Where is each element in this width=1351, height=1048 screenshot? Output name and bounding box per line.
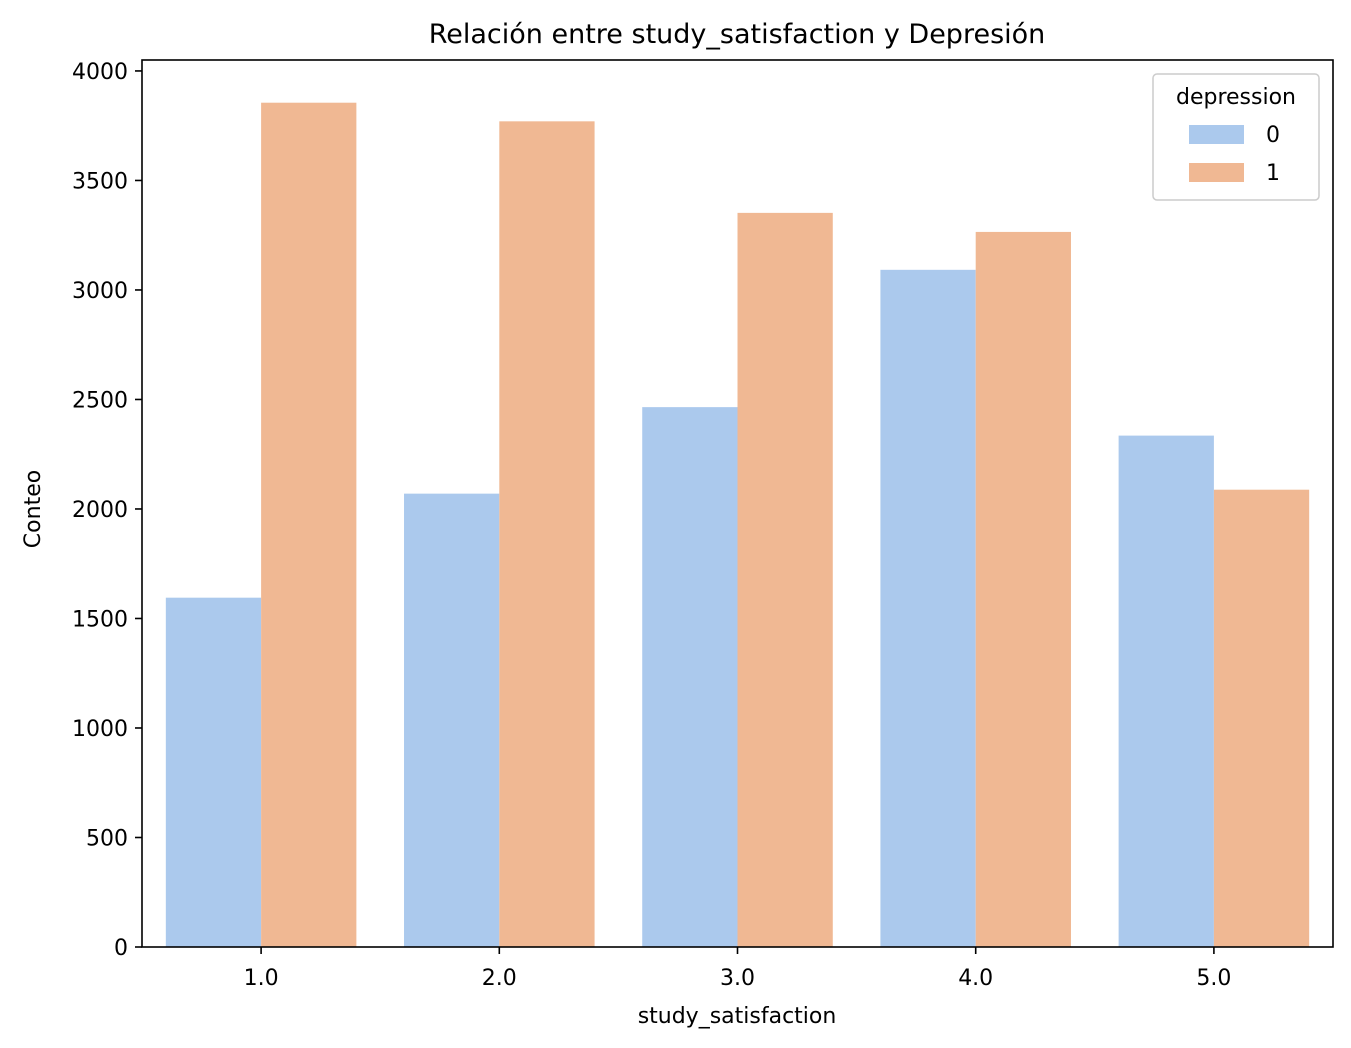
- y-tick-label: 1000: [72, 717, 128, 742]
- bar-2.0-depression-0: [404, 493, 500, 947]
- legend-title: depression: [1176, 85, 1296, 110]
- x-tick-label: 5.0: [1196, 966, 1231, 991]
- y-tick-label: 3500: [72, 169, 128, 194]
- legend: depression 01: [1152, 73, 1320, 201]
- y-axis-label: Conteo: [21, 470, 46, 548]
- legend-swatch-1: [1189, 163, 1244, 182]
- bar-5.0-depression-1: [1213, 489, 1310, 947]
- legend-items: 01: [1189, 123, 1280, 186]
- bar-4.0-depression-0: [880, 269, 976, 947]
- y-tick-label: 500: [86, 826, 128, 851]
- x-tick-label: 1.0: [244, 966, 279, 991]
- x-tick-label: 4.0: [958, 966, 993, 991]
- x-tick-label: 2.0: [482, 966, 517, 991]
- y-tick-label: 3000: [72, 279, 128, 304]
- y-tick-label: 1500: [72, 607, 128, 632]
- y-tick-label: 0: [114, 936, 128, 961]
- legend-swatch-0: [1189, 125, 1244, 144]
- legend-label-0: 0: [1266, 123, 1280, 148]
- bar-3.0-depression-0: [642, 407, 738, 947]
- x-tick-label: 3.0: [720, 966, 755, 991]
- bar-4.0-depression-1: [975, 231, 1071, 948]
- bar-1.0-depression-0: [165, 597, 262, 947]
- bar-5.0-depression-0: [1118, 435, 1214, 947]
- bar-3.0-depression-1: [737, 212, 833, 948]
- y-ticks-group: 0 500 1000 1500 2000 2500 3000 3500 4000: [72, 60, 142, 961]
- y-tick-label: 4000: [72, 60, 128, 85]
- bar-1.0-depression-1: [261, 102, 357, 948]
- y-tick-label: 2000: [72, 498, 128, 523]
- plot-frame: [141, 59, 1334, 948]
- bar-2.0-depression-1: [499, 121, 595, 947]
- legend-label-1: 1: [1266, 161, 1280, 186]
- x-axis-label: study_satisfaction: [638, 1004, 837, 1029]
- x-ticks-group: 1.0 2.0 3.0 4.0 5.0: [244, 947, 1231, 991]
- chart-title: Relación entre study_satisfaction y Depr…: [429, 19, 1046, 50]
- bars-group: [165, 102, 1310, 948]
- y-tick-label: 2500: [72, 388, 128, 413]
